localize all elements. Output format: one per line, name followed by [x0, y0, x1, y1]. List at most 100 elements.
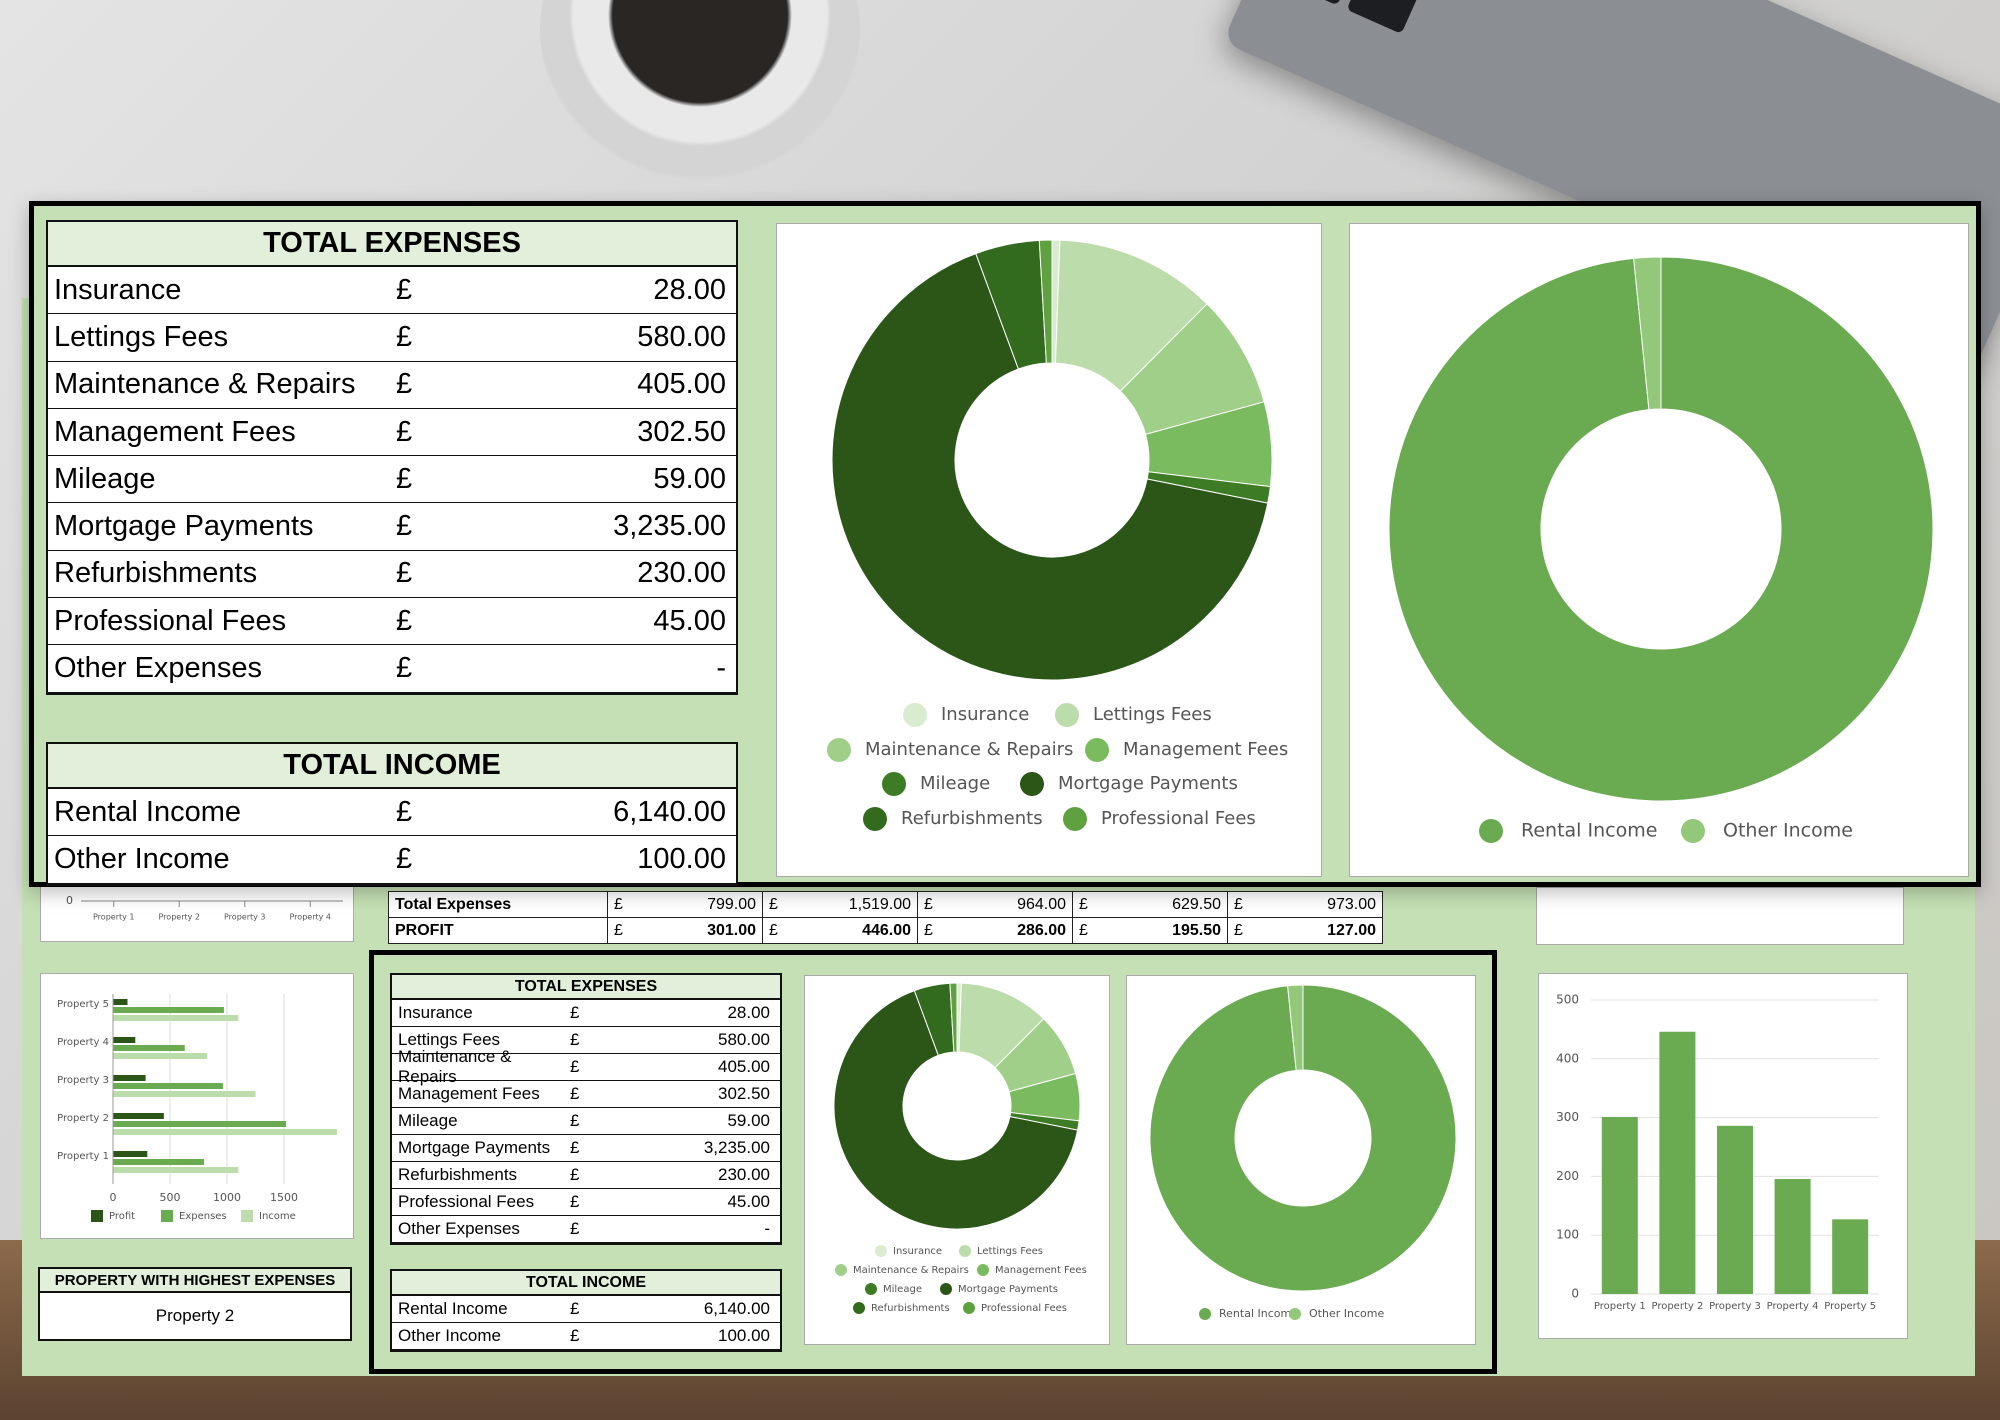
currency-symbol: £ [570, 1030, 580, 1049]
legend-label: Management Fees [995, 1265, 1087, 1276]
summary-cell-value: 446.00 [805, 917, 918, 944]
small-expenses-table: TOTAL EXPENSES Insurance £28.00 Lettings Fe… [390, 973, 782, 1245]
currency-symbol: £ [570, 1192, 580, 1211]
partial-bar-chart: 0 Property 1 Property 2 Property 3 Property … [40, 880, 354, 942]
legend-swatch [963, 1302, 975, 1314]
x-tick-label: Property 4 [1767, 1301, 1819, 1312]
expenses-row: Refurbishments £230.00 [48, 550, 736, 599]
currency-symbol: £ [396, 795, 413, 828]
y-tick-label: 100 [1556, 1228, 1579, 1242]
expenses-title: TOTAL EXPENSES [46, 220, 738, 267]
y-tick-label: Property 5 [57, 999, 109, 1010]
legend-swatch [91, 1210, 103, 1222]
income-row-label: Other Income [54, 842, 230, 875]
expenses-row-label: Insurance [54, 273, 182, 306]
donut-slice-mortgage-payments [833, 989, 1079, 1230]
currency-symbol: £ [570, 1219, 580, 1238]
currency-symbol: £ [396, 652, 413, 685]
small-expenses-donut: Insurance Lettings Fees Maintenance & Repa… [804, 975, 1110, 1345]
legend-label: Management Fees [1123, 739, 1288, 760]
legend-swatch [1063, 807, 1087, 831]
currency-symbol: £ [1227, 891, 1270, 918]
bar-income [113, 1015, 239, 1021]
legend-swatch [977, 1264, 989, 1276]
small-expenses-row: Maintenance & Repairs £405.00 [392, 1047, 780, 1086]
x-tick-label: Property 3 [1709, 1301, 1761, 1312]
y-tick-label: 300 [1556, 1110, 1579, 1124]
small-expenses-row: Other Expenses £ - [392, 1216, 780, 1243]
small-expenses-row-label: Insurance [398, 1003, 473, 1022]
small-income-row-value: 6,140.00 [703, 1299, 770, 1318]
small-income-title: TOTAL INCOME [390, 1269, 782, 1296]
y-tick-label: 400 [1556, 1051, 1579, 1065]
summary-cell-value: 799.00 [650, 891, 763, 918]
expenses-row-label: Maintenance & Repairs [54, 368, 356, 401]
legend-label: Other Income [1723, 820, 1853, 842]
bar-expenses [113, 1045, 185, 1051]
small-income-row: Rental Income £6,140.00 [392, 1296, 780, 1323]
summary-cell-value: 195.50 [1115, 917, 1228, 944]
bar-profit [1774, 1179, 1811, 1294]
small-expenses-row-label: Management Fees [398, 1084, 540, 1103]
x-tick-label: Property 3 [224, 913, 265, 922]
bar-profit [1659, 1031, 1696, 1294]
bar-profit [1832, 1219, 1869, 1294]
small-dashboard-panel: TOTAL EXPENSES Insurance £28.00 Lettings Fe… [369, 950, 1497, 1374]
summary-cell-value: 964.00 [960, 891, 1073, 918]
small-expenses-row-value: 45.00 [727, 1192, 770, 1211]
expenses-table: TOTAL EXPENSES Insurance £28.00 Lettings Fe… [46, 220, 738, 695]
donut-slice-other-income [1633, 256, 1662, 411]
income-row: Rental Income £6,140.00 [48, 789, 736, 837]
currency-symbol: £ [607, 891, 650, 918]
highest-expenses-title: PROPERTY WITH HIGHEST EXPENSES [38, 1267, 352, 1293]
small-income-donut: Rental Income Other Income [1126, 975, 1476, 1345]
small-expenses-row-value: - [764, 1219, 770, 1238]
currency-symbol: £ [396, 604, 413, 637]
y-tick-label: Property 3 [57, 1075, 109, 1086]
expenses-row-label: Lettings Fees [54, 320, 229, 353]
bar-profit [113, 1075, 146, 1081]
small-expenses-row: Management Fees £302.50 [392, 1081, 780, 1108]
currency-symbol: £ [570, 1326, 580, 1345]
currency-symbol: £ [1072, 917, 1115, 944]
legend-swatch [959, 1245, 971, 1257]
summary-cell-value: 973.00 [1270, 891, 1383, 918]
small-expenses-row: Mortgage Payments £3,235.00 [392, 1135, 780, 1162]
expenses-row-value: 405.00 [637, 368, 726, 401]
legend-label: Mileage [920, 773, 990, 794]
legend-label: Maintenance & Repairs [853, 1265, 969, 1276]
y-tick-label: 0 [1571, 1287, 1579, 1301]
legend-label: Insurance [941, 704, 1029, 725]
donut-slice-professional-fees [1038, 239, 1053, 364]
x-tick-label: Property 1 [93, 913, 134, 922]
summary-cell-value: 127.00 [1270, 917, 1383, 944]
expenses-row-value: 45.00 [653, 604, 726, 637]
legend-swatch [1681, 819, 1705, 843]
x-tick-label: Property 4 [290, 913, 331, 922]
legend-swatch [853, 1302, 865, 1314]
expenses-row-value: - [716, 652, 726, 685]
currency-symbol: £ [570, 1003, 580, 1022]
empty-panel [1536, 887, 1904, 945]
expenses-row-label: Management Fees [54, 415, 296, 448]
small-expenses-row-value: 59.00 [727, 1111, 770, 1130]
expenses-row-label: Professional Fees [54, 604, 287, 637]
legend-label: Mortgage Payments [958, 1284, 1058, 1295]
expenses-row-label: Mileage [54, 462, 156, 495]
currency-symbol: £ [570, 1057, 580, 1076]
currency-symbol: £ [570, 1299, 580, 1318]
bar-expenses [113, 1083, 223, 1089]
legend-swatch [1289, 1308, 1301, 1320]
currency-symbol: £ [570, 1084, 580, 1103]
x-tick-label: 0 [110, 1191, 117, 1204]
highest-expenses-box: PROPERTY WITH HIGHEST EXPENSES Property … [38, 1267, 352, 1347]
currency-symbol: £ [570, 1165, 580, 1184]
y-tick-label: 200 [1556, 1169, 1579, 1183]
bar-profit [113, 1113, 164, 1119]
small-expenses-row-label: Mortgage Payments [398, 1138, 551, 1157]
y-tick-label: Property 4 [57, 1037, 109, 1048]
legend-swatch [875, 1245, 887, 1257]
legend-swatch [1020, 772, 1044, 796]
legend-swatch [1479, 819, 1503, 843]
y-tick-label: 0 [66, 894, 73, 907]
